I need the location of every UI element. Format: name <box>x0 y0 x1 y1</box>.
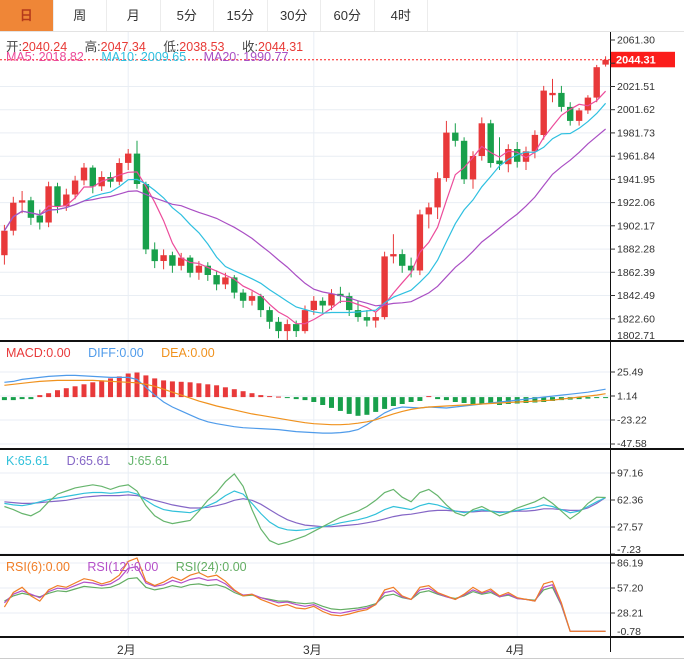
ma10-line <box>3 102 607 314</box>
last-price-badge <box>611 51 675 68</box>
j-value: J:65.61 <box>127 454 169 468</box>
axis-tick-label: 2001.62 <box>617 104 655 116</box>
axis-line-stub <box>610 638 611 652</box>
candles-group <box>1 56 609 341</box>
ma5-line <box>3 90 607 325</box>
month-label: 4月 <box>506 643 525 657</box>
tab-week[interactable]: 周 <box>54 0 107 31</box>
axis-tick-label: 2021.51 <box>617 81 655 93</box>
rsi-readout: RSI(6):0.00 RSI(12):0.00 RSI(24):0.00 <box>6 560 261 574</box>
dea-value: DEA:0.00 <box>161 346 215 360</box>
kdj-panel[interactable]: 97.16 62.36 27.57 -7.23 <box>0 450 684 556</box>
ma5-readout: MA5: 2018.82 <box>6 50 84 64</box>
d-value: D:65.61 <box>66 454 111 468</box>
main-chart-holder: 2044.31 2061.30 2021.51 2001.62 1981.73 1961.… <box>0 32 684 342</box>
rsi12-value: RSI(12):0.00 <box>87 560 159 574</box>
open-readout: 开:2040.24 <box>6 40 68 54</box>
rsi24-value: RSI(24):0.00 <box>175 560 247 574</box>
axis-tick-label: 1941.95 <box>617 174 655 186</box>
axis-tick-label: 1.14 <box>617 391 638 403</box>
axis-tick-label: 1802.71 <box>617 330 655 342</box>
high-readout: 高:2047.34 <box>84 40 146 54</box>
timeframe-tabs: 日 周 月 5分 15分 30分 60分 4时 <box>0 0 684 32</box>
dea-line <box>4 379 606 426</box>
month-label: 2月 <box>117 643 136 657</box>
macd-value: MACD:0.00 <box>6 346 71 360</box>
macd-readout: MACD:0.00 DIFF:0.00 DEA:0.00 <box>6 346 229 360</box>
axis-tick-label: 1842.49 <box>617 290 655 302</box>
rsi6-line <box>3 557 606 632</box>
rsi-panel[interactable]: 86.19 57.20 28.21 -0.78 <box>0 556 684 638</box>
axis-tick-label: -47.58 <box>617 438 647 450</box>
axis-tick-label: 97.16 <box>617 468 643 480</box>
ma20-readout: MA20: 1990.77 <box>203 50 289 64</box>
axis-tick-label: 1862.39 <box>617 267 655 279</box>
tab-month[interactable]: 月 <box>107 0 161 31</box>
tab-15min[interactable]: 15分 <box>214 0 268 31</box>
j-line <box>4 473 606 546</box>
diff-line <box>4 374 606 434</box>
rsi12-line <box>3 565 606 632</box>
bottom-divider <box>0 658 684 659</box>
last-price-badge-text: 2044.31 <box>616 55 656 67</box>
tab-30min[interactable]: 30分 <box>268 0 321 31</box>
axis-tick-label: 1922.06 <box>617 197 655 209</box>
ma-readout: MA5: 2018.82 MA10: 2009.65 MA20: 1990.77 <box>6 50 302 64</box>
k-value: K:65.61 <box>6 454 50 468</box>
axis-tick-label: 1902.17 <box>617 220 655 232</box>
tab-60min[interactable]: 60分 <box>321 0 375 31</box>
macd-chart-holder: 25.49 1.14 -23.22 -47.58 <box>0 342 684 450</box>
rsi6-value: RSI(6):0.00 <box>6 560 70 574</box>
axis-tick-label: 1822.60 <box>617 313 655 325</box>
axis-tick-label: 1961.84 <box>617 151 655 163</box>
kdj-chart-holder: 97.16 62.36 27.57 -7.23 <box>0 450 684 556</box>
kdj-readout: K:65.61 D:65.61 J:65.61 <box>6 454 183 468</box>
main-candlestick-panel[interactable]: 2044.31 2061.30 2021.51 2001.62 1981.73 1961.… <box>0 32 684 342</box>
axis-tick-label: 62.36 <box>617 495 643 507</box>
axis-tick-label: -7.23 <box>617 544 641 556</box>
rsi24-line <box>4 577 606 632</box>
diff-value: DIFF:0.00 <box>88 346 144 360</box>
ma10-readout: MA10: 2009.65 <box>101 50 187 64</box>
tab-5min[interactable]: 5分 <box>161 0 214 31</box>
low-readout: 低:2038.53 <box>163 40 225 54</box>
axis-tick-label: -23.22 <box>617 415 647 427</box>
ma20-line <box>3 128 606 307</box>
tab-day[interactable]: 日 <box>0 0 54 31</box>
rsi-chart-holder: 86.19 57.20 28.21 -0.78 <box>0 556 684 638</box>
axis-tick-label: 27.57 <box>617 522 643 534</box>
axis-tick-label: 1981.73 <box>617 127 655 139</box>
time-axis: 2月 3月 4月 <box>0 638 610 658</box>
tab-4hour[interactable]: 4时 <box>375 0 428 31</box>
close-readout: 收:2044.31 <box>241 40 304 54</box>
axis-tick-label: 1882.28 <box>617 244 655 256</box>
month-label: 3月 <box>303 643 322 657</box>
axis-tick-label: 28.21 <box>617 608 643 620</box>
axis-tick-label: 25.49 <box>617 367 643 379</box>
axis-tick-label: 2061.30 <box>617 35 655 47</box>
axis-tick-label: 86.19 <box>617 558 643 570</box>
axis-tick-label: -0.78 <box>617 626 641 638</box>
macd-panel[interactable]: 25.49 1.14 -23.22 -47.58 <box>0 342 684 450</box>
k-line <box>4 490 606 532</box>
ohlc-readout: 开:2040.24 高:2047.34 低:2038.53 收:2044.31 <box>6 36 317 55</box>
axis-tick-label: 57.20 <box>617 583 643 595</box>
